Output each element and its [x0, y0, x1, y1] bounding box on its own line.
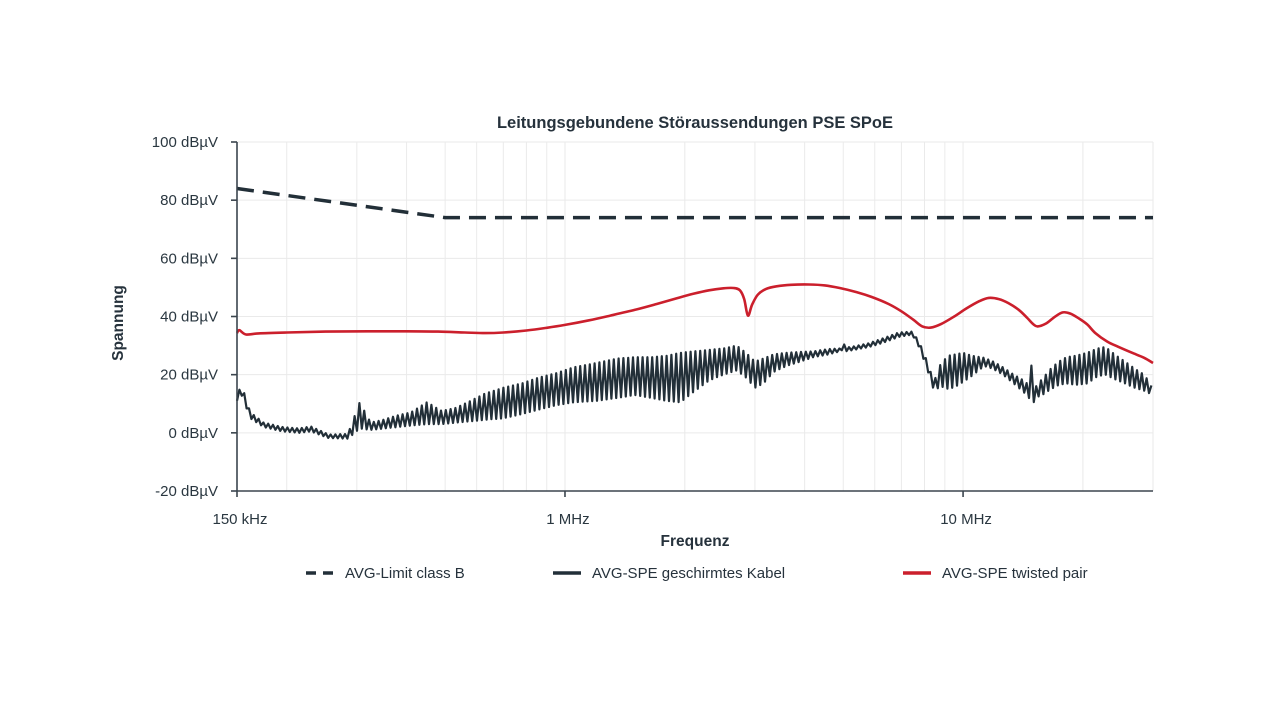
y-tick-label: 0 dBµV	[168, 425, 218, 442]
y-tick-label: 100 dBµV	[152, 134, 218, 151]
y-tick-label: 40 dBµV	[160, 309, 218, 326]
dashed-line-icon	[306, 571, 334, 575]
series	[235, 186, 1154, 440]
series-line	[236, 186, 1153, 220]
y-tick-label: 60 dBµV	[160, 250, 218, 267]
x-axis-title: Frequenz	[660, 533, 730, 550]
axes: 100 dBµV 80 dBµV 60 dBµV 40 dBµV 20 dBµV 0 dB…	[152, 134, 1153, 528]
chart-title: Leitungsgebundene Störaussendungen PSE S…	[496, 114, 894, 132]
x-tick-label: 1 MHz	[546, 511, 589, 528]
solid-red-line-icon	[903, 571, 931, 575]
y-tick-label: 20 dBµV	[160, 367, 218, 384]
legend-label: AVG-SPE geschirmtes Kabel	[592, 564, 786, 582]
legend-label: AVG-SPE twisted pair	[942, 564, 1088, 582]
legend-item-twisted-pair: AVG-SPE twisted pair	[903, 563, 1088, 583]
series-line	[235, 283, 1154, 365]
y-axis-title: Spannung	[110, 285, 127, 361]
y-tick-label: -20 dBµV	[155, 483, 218, 500]
series-line	[235, 330, 1153, 440]
gridlines	[237, 141, 1154, 491]
solid-dark-line-icon	[553, 571, 581, 575]
x-tick-label: 10 MHz	[940, 511, 992, 528]
y-tick-label: 80 dBµV	[160, 192, 218, 209]
x-tick-label: 150 kHz	[212, 511, 267, 528]
legend-label: AVG-Limit class B	[345, 564, 465, 582]
legend-item-geschirmtes-kabel: AVG-SPE geschirmtes Kabel	[553, 563, 785, 583]
legend-item-avg-limit: AVG-Limit class B	[306, 563, 465, 583]
